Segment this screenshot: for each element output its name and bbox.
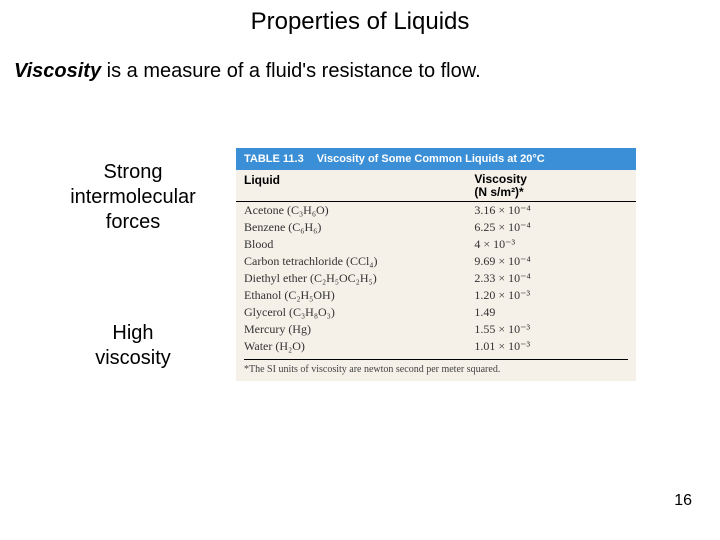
- cell-liquid: Glycerol (C₃H₈O₃): [244, 305, 474, 320]
- table-body: Acetone (C₃H₆O)3.16 × 10⁻⁴Benzene (C₆H₆)…: [236, 202, 636, 355]
- table-row: Glycerol (C₃H₈O₃)1.49: [236, 304, 636, 321]
- viscosity-table: TABLE 11.3 Viscosity of Some Common Liqu…: [236, 148, 636, 381]
- definition-line: Viscosity is a measure of a fluid's resi…: [0, 36, 720, 83]
- cell-viscosity: 4 × 10⁻³: [474, 237, 628, 252]
- cell-viscosity: 3.16 × 10⁻⁴: [474, 203, 628, 218]
- callout-line: High: [48, 321, 218, 346]
- cell-liquid: Benzene (C₆H₆): [244, 220, 474, 235]
- cell-liquid: Acetone (C₃H₆O): [244, 203, 474, 218]
- left-callouts: Strong intermolecular forces High viscos…: [48, 160, 218, 371]
- col-viscosity-l2: (N s/m²)*: [474, 186, 628, 199]
- table-row: Carbon tetrachloride (CCl₄)9.69 × 10⁻⁴: [236, 253, 636, 270]
- callout-line: forces: [48, 210, 218, 235]
- table-row: Blood4 × 10⁻³: [236, 236, 636, 253]
- callout-line: Strong: [48, 160, 218, 185]
- table-row: Mercury (Hg)1.55 × 10⁻³: [236, 321, 636, 338]
- cell-liquid: Diethyl ether (C₂H₅OC₂H₅): [244, 271, 474, 286]
- callout-line: viscosity: [48, 346, 218, 371]
- callout-high-viscosity: High viscosity: [48, 321, 218, 371]
- cell-viscosity: 9.69 × 10⁻⁴: [474, 254, 628, 269]
- cell-liquid: Ethanol (C₂H₅OH): [244, 288, 474, 303]
- definition-rest: is a measure of a fluid's resistance to …: [101, 60, 481, 82]
- table-row: Ethanol (C₂H₅OH)1.20 × 10⁻³: [236, 287, 636, 304]
- cell-liquid: Carbon tetrachloride (CCl₄): [244, 254, 474, 269]
- cell-liquid: Blood: [244, 237, 474, 252]
- callout-strong-forces: Strong intermolecular forces: [48, 160, 218, 235]
- col-liquid: Liquid: [244, 173, 474, 199]
- cell-liquid: Water (H₂O): [244, 339, 474, 354]
- cell-viscosity: 1.01 × 10⁻³: [474, 339, 628, 354]
- slide-title: Properties of Liquids: [0, 0, 720, 36]
- cell-viscosity: 1.55 × 10⁻³: [474, 322, 628, 337]
- cell-viscosity: 1.49: [474, 305, 628, 320]
- table-column-headers: Liquid Viscosity (N s/m²)*: [236, 170, 636, 202]
- cell-liquid: Mercury (Hg): [244, 322, 474, 337]
- term-viscosity: Viscosity: [14, 60, 101, 82]
- callout-line: intermolecular: [48, 185, 218, 210]
- cell-viscosity: 1.20 × 10⁻³: [474, 288, 628, 303]
- table-header-bar: TABLE 11.3 Viscosity of Some Common Liqu…: [236, 148, 636, 170]
- table-row: Diethyl ether (C₂H₅OC₂H₅)2.33 × 10⁻⁴: [236, 270, 636, 287]
- page-number: 16: [674, 492, 692, 510]
- table-title: Viscosity of Some Common Liquids at 20°C: [317, 153, 545, 165]
- table-row: Benzene (C₆H₆)6.25 × 10⁻⁴: [236, 219, 636, 236]
- table-row: Water (H₂O)1.01 × 10⁻³: [236, 338, 636, 355]
- table-row: Acetone (C₃H₆O)3.16 × 10⁻⁴: [236, 202, 636, 219]
- table-number: TABLE 11.3: [244, 153, 304, 165]
- cell-viscosity: 6.25 × 10⁻⁴: [474, 220, 628, 235]
- col-viscosity: Viscosity (N s/m²)*: [474, 173, 628, 199]
- table-footnote: *The SI units of viscosity are newton se…: [236, 360, 636, 381]
- cell-viscosity: 2.33 × 10⁻⁴: [474, 271, 628, 286]
